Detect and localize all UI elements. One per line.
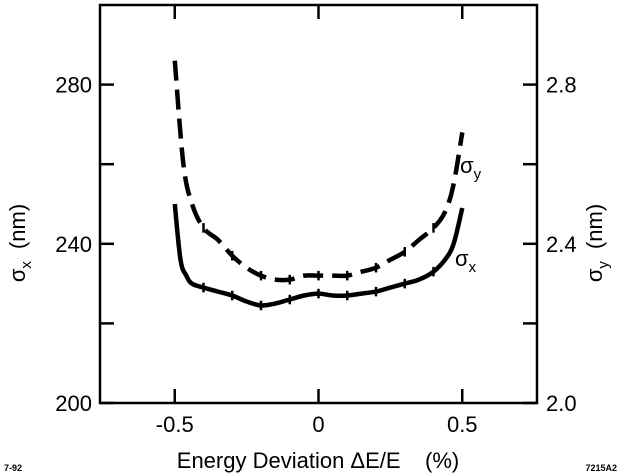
series-label-sigma-y: σy xyxy=(460,153,482,183)
y-right-unit: (nm) xyxy=(582,204,607,249)
y-right-subscript: y xyxy=(595,261,612,269)
y-right-tick-label: 2.8 xyxy=(546,73,577,98)
y-right-tick-label: 2.0 xyxy=(546,391,577,416)
axis-tick-labels: -0.5 0 0.5 200 240 280 2.0 2.4 2.8 xyxy=(55,73,576,437)
y-right-symbol: σ xyxy=(582,268,607,282)
y-left-tick-label: 280 xyxy=(55,73,92,98)
series-label-sigma-y-sub: y xyxy=(474,166,482,183)
y-right-tick-label: 2.4 xyxy=(546,232,577,257)
plot-frame xyxy=(98,3,539,405)
series-line-sigma-y xyxy=(172,60,465,283)
y-left-tick-label: 200 xyxy=(55,391,92,416)
y-left-subscript: x xyxy=(18,261,35,269)
series-label-sigma-x-symbol: σ xyxy=(455,246,469,271)
figure-code-left: 7-92 xyxy=(4,463,22,473)
series-layer xyxy=(172,60,465,311)
x-tick-label: 0 xyxy=(312,412,324,437)
y-left-symbol: σ xyxy=(5,268,30,282)
axis-ticks xyxy=(100,5,537,405)
y-left-tick-label: 240 xyxy=(55,232,92,257)
x-tick-label: -0.5 xyxy=(156,412,194,437)
series-label-sigma-x: σx xyxy=(455,246,477,276)
x-axis-title: Energy Deviation ΔE/E (%) xyxy=(177,448,459,473)
series-label-sigma-y-symbol: σ xyxy=(460,153,474,178)
series-label-sigma-x-sub: x xyxy=(469,259,477,276)
y-right-axis-title: σy (nm) xyxy=(582,204,612,282)
figure-code-right: 7215A2 xyxy=(585,463,617,473)
y-left-axis-title: σx (nm) xyxy=(5,204,35,282)
y-left-unit: (nm) xyxy=(5,204,30,249)
x-tick-label: 0.5 xyxy=(447,412,478,437)
